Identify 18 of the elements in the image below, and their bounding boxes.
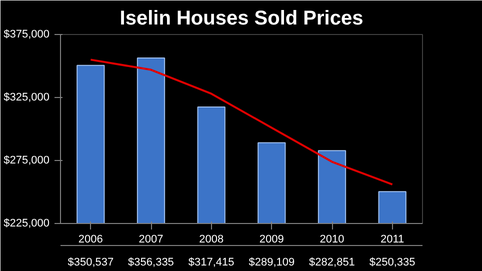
- x-tick-label: 2006: [78, 234, 103, 246]
- data-label: $282,851: [309, 256, 355, 268]
- x-tick-label: 2007: [138, 234, 164, 246]
- y-tick-label: $225,000: [4, 218, 50, 230]
- y-tick-label: $275,000: [4, 154, 50, 166]
- data-label: $356,335: [128, 256, 174, 268]
- chart-title: Iselin Houses Sold Prices: [120, 8, 364, 30]
- x-tick-label: 2008: [199, 234, 224, 246]
- y-tick-label: $375,000: [4, 28, 50, 40]
- x-tick-label: 2009: [259, 234, 284, 246]
- x-tick-label: 2010: [320, 234, 344, 246]
- y-tick-label: $325,000: [4, 92, 50, 104]
- x-tick-label: 2011: [380, 234, 404, 246]
- data-label: $350,537: [68, 256, 114, 268]
- data-label: $317,415: [188, 256, 234, 268]
- data-label: $289,109: [248, 256, 295, 268]
- data-label: $250,335: [369, 256, 416, 268]
- line-series: [90, 58, 394, 186]
